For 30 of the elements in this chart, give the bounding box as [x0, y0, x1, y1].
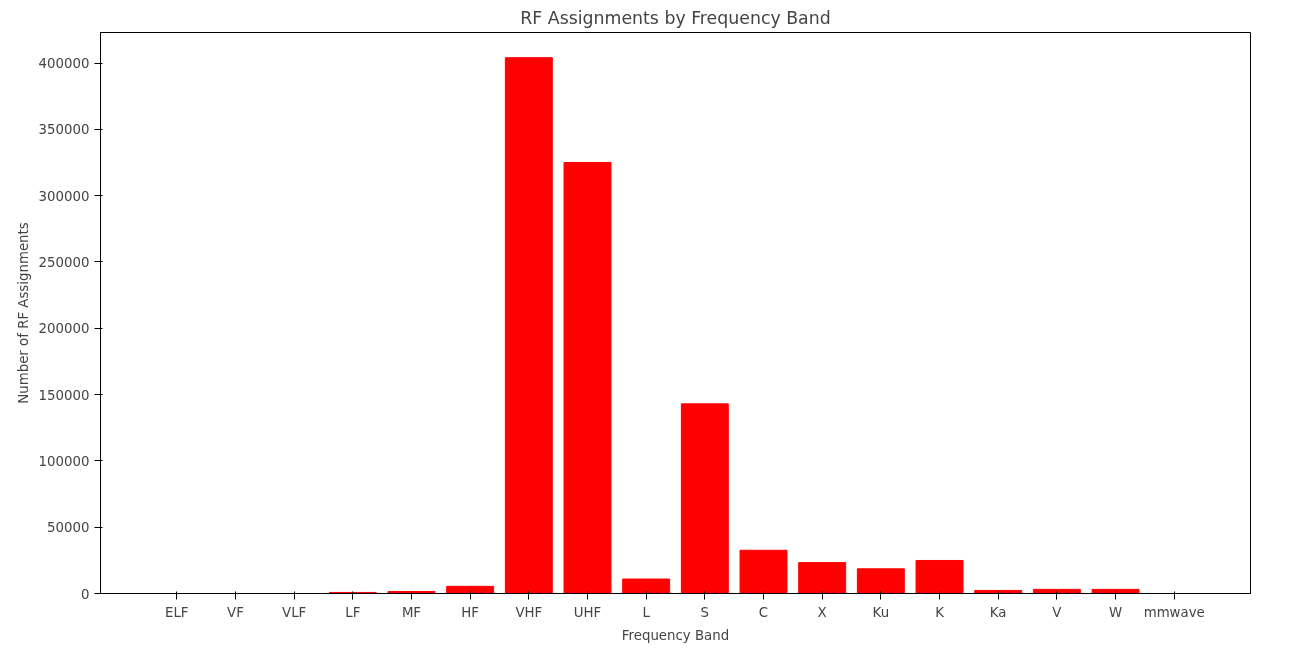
x-tick-label: Ka	[989, 604, 1007, 620]
y-tick-label: 300000	[38, 188, 90, 204]
x-tick-label: LF	[345, 604, 361, 620]
x-tick-label: W	[1108, 604, 1123, 620]
y-tick-label: 200000	[38, 321, 90, 337]
y-tick-label: 50000	[47, 520, 90, 536]
y-tick-label: 250000	[38, 254, 90, 270]
x-tick-label: VHF	[515, 604, 543, 620]
y-axis-title: Number of RF Assignments	[15, 222, 31, 404]
x-tick-label: L	[642, 604, 651, 620]
y-tick-label: 400000	[38, 56, 90, 71]
y-tick-label: 350000	[38, 122, 90, 138]
x-tick-label: X	[817, 604, 827, 620]
x-tick-label: VF	[227, 604, 244, 620]
x-tick-label: S	[700, 604, 710, 620]
x-tick-label: ELF	[165, 604, 189, 620]
y-tick-label: 100000	[38, 453, 90, 469]
x-tick-label: K	[935, 604, 946, 620]
x-tick-label: C	[758, 604, 769, 620]
x-tick-label: UHF	[573, 604, 602, 620]
y-tick-label: 0	[81, 586, 90, 602]
x-tick-label: mmwave	[1143, 604, 1205, 620]
y-tick-label: 150000	[38, 387, 90, 403]
x-axis-title: Frequency Band	[621, 627, 730, 643]
x-tick-label: VLF	[282, 604, 307, 620]
x-tick-label: Ku	[872, 604, 890, 620]
x-tick-label: MF	[401, 604, 422, 620]
chart-title: RF Assignments by Frequency Band	[520, 7, 831, 28]
x-tick-label: V	[1052, 604, 1062, 620]
x-tick-label: HF	[461, 604, 479, 620]
